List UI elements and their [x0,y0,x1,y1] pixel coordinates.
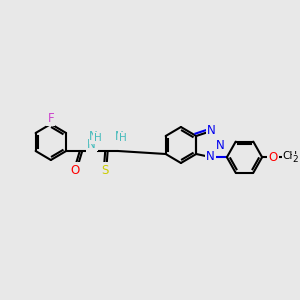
Text: CH: CH [283,151,298,161]
Text: N: N [216,139,225,152]
Text: O: O [70,164,80,176]
Text: S: S [101,164,109,176]
Text: O: O [268,151,278,164]
Text: H: H [94,133,101,143]
Text: N: N [87,139,96,152]
Text: 2: 2 [292,155,298,164]
Text: N: N [115,130,123,143]
Text: N: N [89,130,98,143]
Text: H: H [90,140,98,150]
Text: N: N [206,150,214,163]
Text: N: N [207,124,216,137]
Text: F: F [47,112,54,124]
Text: H: H [119,133,127,143]
